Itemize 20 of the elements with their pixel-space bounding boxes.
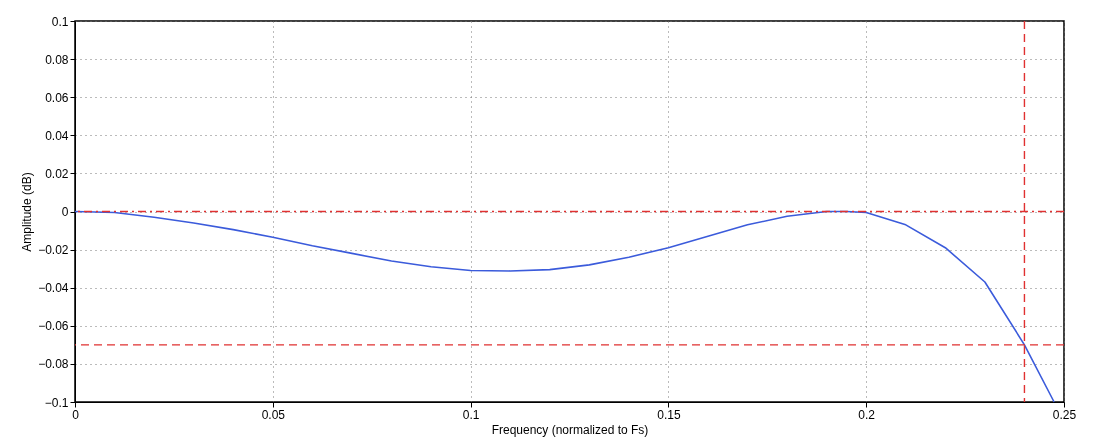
x-tick-label: 0	[72, 407, 80, 422]
x-tick-label: 0.15	[657, 407, 681, 422]
y-tick-label: −0.08	[38, 357, 69, 372]
y-tick-label: −0.1	[44, 395, 69, 410]
x-tick-label: 0.05	[261, 407, 286, 422]
y-tick-label: 0	[61, 205, 69, 219]
x-axis-title: Frequency (normalized to Fs)	[491, 422, 649, 437]
y-tick-label: 0.04	[45, 128, 69, 143]
x-tick-label: 0.1	[462, 407, 480, 422]
line-series	[74, 210, 1055, 403]
y-axis-title: Amplitude (dB)	[20, 172, 35, 252]
y-tick-label: −0.06	[38, 319, 69, 334]
x-tick-label: 0.2	[858, 407, 876, 422]
y-tick-label: 0.02	[45, 166, 69, 181]
y-tick-label: −0.04	[38, 281, 69, 296]
y-tick-label: −0.02	[38, 243, 69, 258]
x-tick-label: 0.25	[1052, 407, 1077, 422]
y-tick-label: 0.1	[51, 14, 69, 29]
y-tick-label: 0.06	[45, 90, 69, 105]
y-tick-label: 0.08	[45, 52, 69, 67]
